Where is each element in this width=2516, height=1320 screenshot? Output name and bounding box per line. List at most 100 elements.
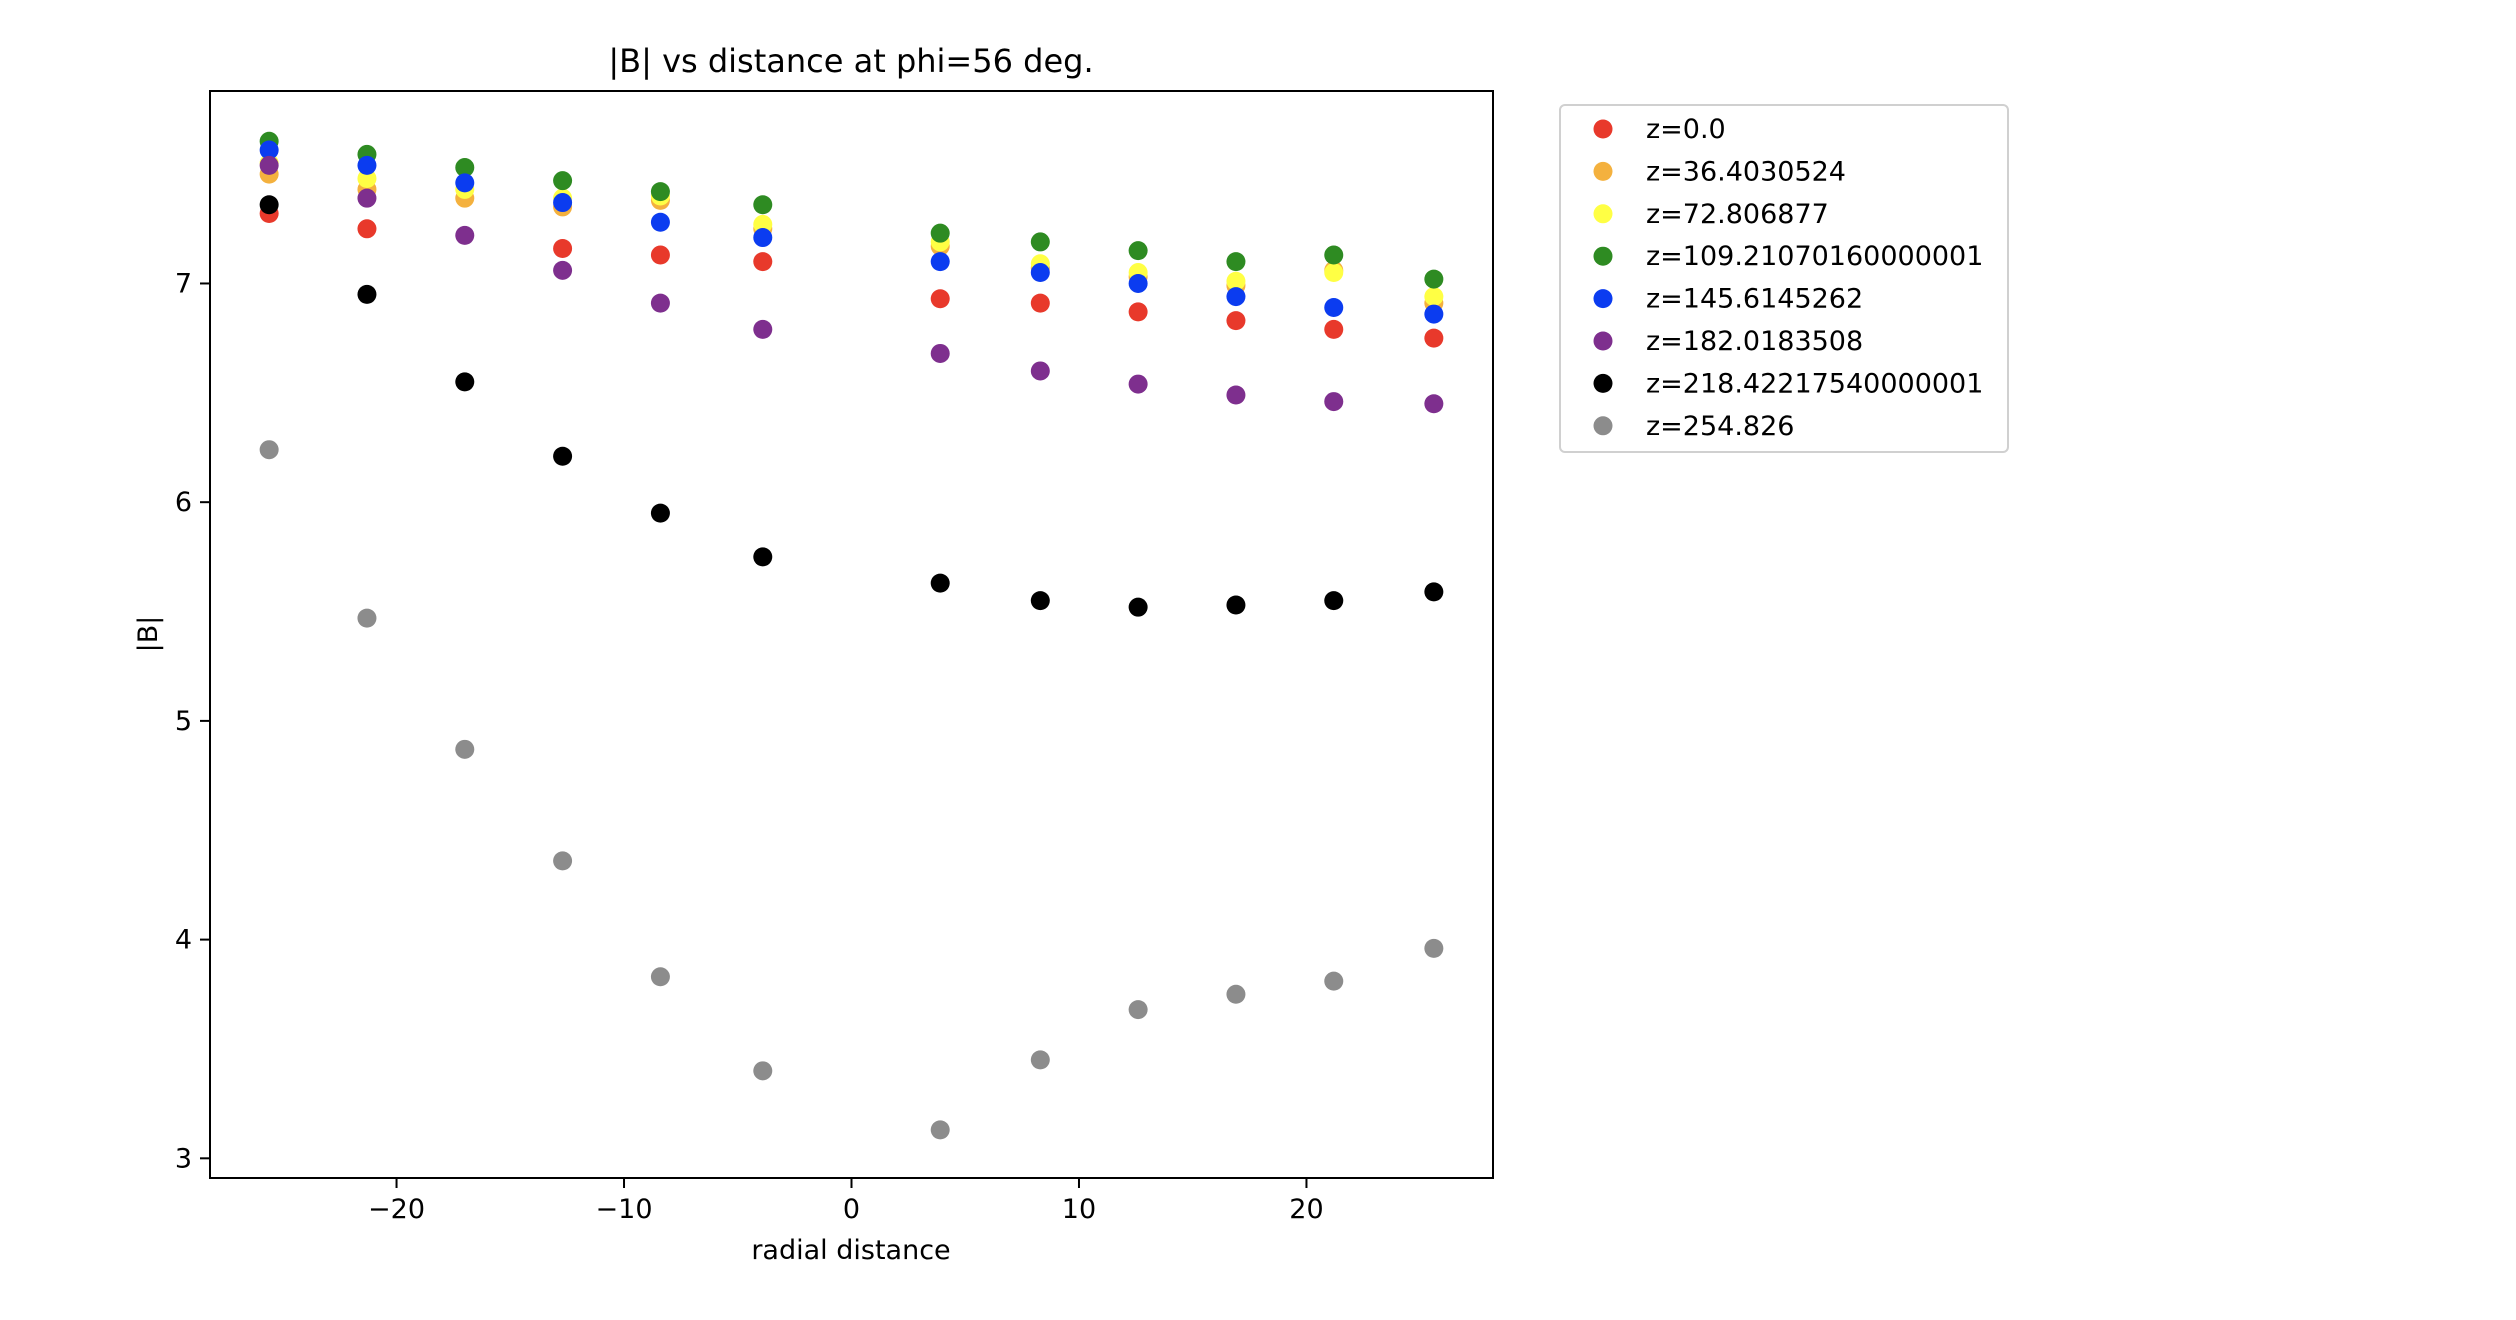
data-point [1324,298,1344,318]
data-point [1128,273,1148,293]
data-point [553,260,573,280]
data-point [1030,1050,1050,1070]
data-point [1424,269,1444,289]
data-point [357,219,377,239]
data-point [1424,328,1444,348]
legend-marker [1593,289,1613,309]
data-point [1424,394,1444,414]
data-point [1424,304,1444,324]
legend-label: z=182.0183508 [1646,326,1863,357]
data-point [553,238,573,258]
data-point [753,1061,773,1081]
data-point [455,739,475,759]
y-tick-label: 3 [175,1143,192,1174]
data-point [1030,361,1050,381]
data-point [1324,971,1344,991]
data-point [259,440,279,460]
y-tick-label: 5 [175,706,192,737]
data-point [259,155,279,175]
data-point [753,214,773,234]
y-axis-label: |B| [133,616,164,653]
y-axis: 3 4 5 6 7 [175,268,210,1174]
data-point [1226,385,1246,405]
legend-marker [1593,331,1613,351]
data-point [553,851,573,871]
data-point [650,245,670,265]
data-point [650,293,670,313]
legend-label: z=109.21070160000001 [1646,241,1983,272]
y-tick-label: 4 [175,925,192,956]
data-point [455,225,475,245]
data-point [1128,597,1148,617]
data-point [357,284,377,304]
legend-marker [1593,373,1613,393]
data-point [259,195,279,215]
data-point [1226,595,1246,615]
data-point [1128,302,1148,322]
x-tick-label: −10 [596,1194,653,1225]
data-point [753,319,773,339]
data-point [1226,984,1246,1004]
data-point [1128,241,1148,261]
legend-marker [1593,246,1613,266]
data-point [1030,263,1050,283]
legend-label: z=218.42217540000001 [1646,368,1983,399]
data-point [753,252,773,272]
legend: z=0.0 z=36.4030524 z=72.806877 z=109.210701… [1559,104,2009,453]
data-point [650,503,670,523]
data-points [259,131,1444,1140]
data-point [930,1120,950,1140]
x-tick-label: 0 [843,1194,860,1225]
data-point [650,212,670,232]
data-point [553,171,573,191]
data-point [1226,311,1246,331]
data-point [753,195,773,215]
legend-label: z=72.806877 [1646,199,1829,230]
data-point [753,228,773,248]
data-point [1424,938,1444,958]
x-tick-label: −20 [368,1194,425,1225]
data-point [930,343,950,363]
data-point [930,223,950,243]
data-point [357,168,377,188]
data-point [930,573,950,593]
data-point [1128,1000,1148,1020]
x-axis-label: radial distance [751,1235,950,1266]
data-point [259,140,279,160]
x-axis: −20 −10 0 10 20 [368,1178,1324,1225]
data-point [1030,232,1050,252]
data-point [357,188,377,208]
legend-label: z=36.4030524 [1646,156,1846,187]
y-tick-label: 7 [175,268,192,299]
data-point [1424,287,1444,307]
legend-marker [1593,119,1613,139]
data-point [753,547,773,567]
data-point [455,372,475,392]
legend-label: z=254.826 [1646,411,1794,442]
data-point [1226,287,1246,307]
data-point [1324,245,1344,265]
chart-title: |B| vs distance at phi=56 deg. [608,42,1093,80]
data-point [1226,252,1246,272]
legend-marker [1593,161,1613,181]
data-point [455,158,475,178]
legend-label: z=0.0 [1646,114,1726,145]
legend-label: z=145.6145262 [1646,284,1863,315]
data-point [930,252,950,272]
x-tick-label: 20 [1289,1194,1323,1225]
data-point [650,182,670,202]
data-point [1324,591,1344,611]
data-point [1030,293,1050,313]
data-point [553,193,573,213]
y-tick-label: 6 [175,487,192,518]
data-point [1324,392,1344,412]
legend-marker [1593,204,1613,224]
data-point [357,608,377,628]
data-point [1030,591,1050,611]
x-tick-label: 10 [1062,1194,1096,1225]
data-point [1226,271,1246,291]
data-point [1424,582,1444,602]
data-point [650,967,670,987]
